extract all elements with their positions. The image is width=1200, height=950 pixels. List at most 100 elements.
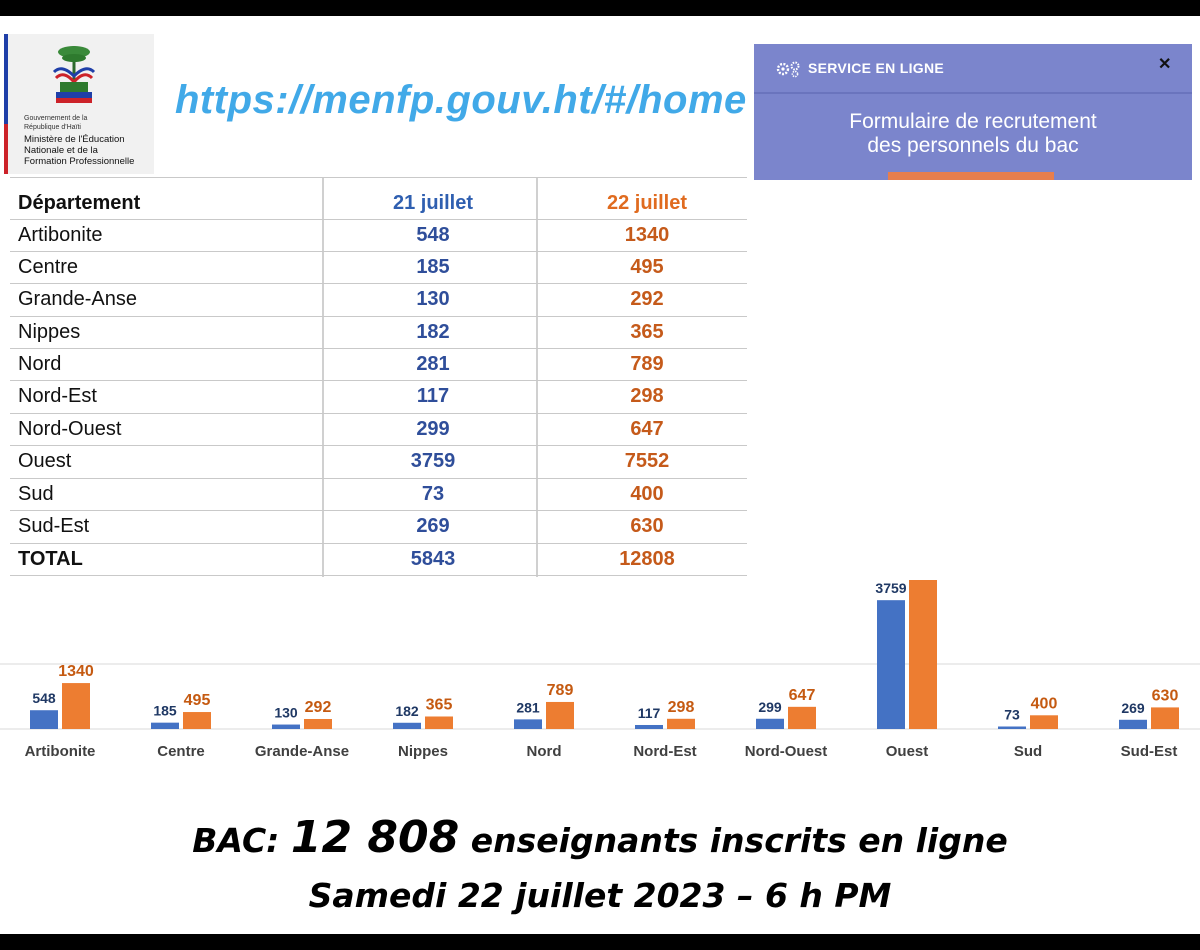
cell-department: Sud: [18, 483, 54, 505]
x-tick-label: Nippes: [398, 743, 448, 760]
cell-21-juillet: 548: [416, 224, 450, 246]
cell-21-juillet: 182: [416, 321, 450, 343]
bar-21-juillet: [756, 718, 784, 729]
table-row: Nord-Ouest 299 647: [10, 413, 750, 445]
bottom-black-band: [0, 934, 1200, 950]
table-rule: [10, 413, 747, 414]
data-label-22-juillet: 630: [1152, 687, 1179, 704]
bar-22-juillet: [183, 712, 211, 729]
bar-21-juillet: [1119, 719, 1147, 729]
table-total-row: TOTAL 5843 12808: [10, 543, 750, 575]
data-label-21-juillet: 3759: [875, 580, 906, 596]
cell-22-juillet: 495: [630, 256, 664, 278]
table-rule: [10, 316, 747, 317]
cell-21-juillet: 281: [416, 353, 450, 375]
data-label-21-juillet: 117: [638, 705, 661, 721]
gears-icon: [776, 61, 800, 78]
cell-department: Nord: [18, 353, 62, 375]
bar-22-juillet: [425, 716, 453, 729]
table-rule: [10, 348, 747, 349]
cell-department: Grande-Anse: [18, 288, 137, 310]
cell-21-juillet: 299: [416, 418, 450, 440]
table-rule: [10, 283, 747, 284]
table-row: Nord-Est 117 298: [10, 380, 750, 412]
registrations-table: Département 21 juillet 22 juillet Artibo…: [10, 177, 750, 577]
haiti-coat-of-arms-icon: [52, 46, 96, 103]
cell-total-label: TOTAL: [18, 548, 83, 570]
table-row: Centre 185 495: [10, 251, 750, 283]
bar-22-juillet: [667, 718, 695, 729]
x-tick-label: Centre: [157, 743, 205, 760]
ministry-name: Ministère de l'Éducation Nationale et de…: [24, 134, 135, 167]
cell-department: Nord-Est: [18, 385, 97, 407]
bar-22-juillet: [788, 706, 816, 729]
cell-21-juillet: 130: [416, 288, 450, 310]
data-label-22-juillet: 298: [668, 699, 695, 716]
table-rule: [10, 575, 747, 576]
table-row: Artibonite 548 1340: [10, 219, 750, 251]
x-tick-label: Sud-Est: [1121, 743, 1178, 760]
header-departement: Département: [18, 192, 141, 214]
bar-22-juillet: [909, 580, 937, 729]
header-22-juillet: 22 juillet: [606, 192, 688, 214]
data-label-21-juillet: 299: [758, 699, 782, 715]
bar-22-juillet: [304, 718, 332, 729]
website-url[interactable]: https://menfp.gouv.ht/#/home: [175, 78, 747, 122]
table-rule: [10, 177, 747, 178]
cell-total-22-juillet: 12808: [619, 548, 675, 570]
top-black-band: [0, 0, 1200, 16]
header-21-juillet: 21 juillet: [392, 192, 474, 214]
cell-department: Nord-Ouest: [18, 418, 122, 440]
cell-22-juillet: 298: [630, 385, 664, 407]
table-row: Sud 73 400: [10, 478, 750, 510]
table-rule: [10, 510, 747, 511]
bar-22-juillet: [62, 683, 90, 729]
cell-department: Nippes: [18, 321, 81, 343]
government-caption: Gouvernement de la République d'Haïti: [24, 115, 88, 131]
cell-total-21-juillet: 5843: [410, 548, 456, 570]
headline-suffix: enseignants inscrits en ligne: [459, 821, 1008, 860]
table-rule: [10, 380, 747, 381]
table-row: Grande-Anse 130 292: [10, 283, 750, 315]
table-row: Nord 281 789: [10, 348, 750, 380]
cell-21-juillet: 3759: [410, 450, 456, 472]
service-panel-button[interactable]: [888, 172, 1054, 180]
bar-21-juillet: [393, 722, 421, 729]
x-tick-label: Grande-Anse: [255, 743, 349, 760]
data-label-22-juillet: 495: [184, 692, 211, 709]
bar-21-juillet: [635, 724, 663, 729]
service-panel-body[interactable]: Formulaire de recrutement des personnels…: [849, 110, 1097, 157]
data-label-21-juillet: 73: [1004, 706, 1020, 722]
service-panel-title: SERVICE EN LIGNE: [808, 60, 945, 76]
close-icon[interactable]: ✕: [1158, 56, 1172, 73]
bar-21-juillet: [151, 722, 179, 729]
data-label-22-juillet: 647: [789, 687, 816, 704]
service-en-ligne-panel: SERVICE EN LIGNE ✕ Formulaire de recrute…: [754, 44, 1192, 180]
bar-22-juillet: [546, 701, 574, 729]
table-rule: [10, 219, 747, 220]
cell-22-juillet: 647: [630, 418, 664, 440]
headline-prefix: BAC:: [192, 821, 291, 860]
cell-21-juillet: 117: [416, 385, 450, 407]
cell-22-juillet: 7552: [624, 450, 670, 472]
headline-number: 12 808: [290, 812, 460, 863]
data-label-22-juillet: 292: [305, 699, 332, 716]
bar-22-juillet: [1151, 707, 1179, 729]
data-label-21-juillet: 130: [274, 705, 298, 721]
data-label-22-juillet: 1340: [58, 663, 94, 680]
headline-date: Samedi 22 juillet 2023 – 6 h PM: [308, 876, 892, 915]
cell-department: Centre: [18, 256, 79, 278]
bar-22-juillet: [1030, 715, 1058, 729]
x-tick-label: Nord-Est: [633, 743, 696, 760]
bar-21-juillet: [514, 719, 542, 729]
cell-21-juillet: 73: [421, 483, 445, 505]
cell-department: Ouest: [18, 450, 72, 472]
data-label-21-juillet: 185: [153, 703, 177, 719]
data-label-22-juillet: 789: [547, 682, 574, 699]
bar-21-juillet: [877, 600, 905, 729]
cell-22-juillet: 365: [630, 321, 664, 343]
cell-22-juillet: 1340: [624, 224, 670, 246]
data-label-22-juillet: 365: [426, 696, 453, 713]
cell-22-juillet: 630: [630, 515, 664, 537]
